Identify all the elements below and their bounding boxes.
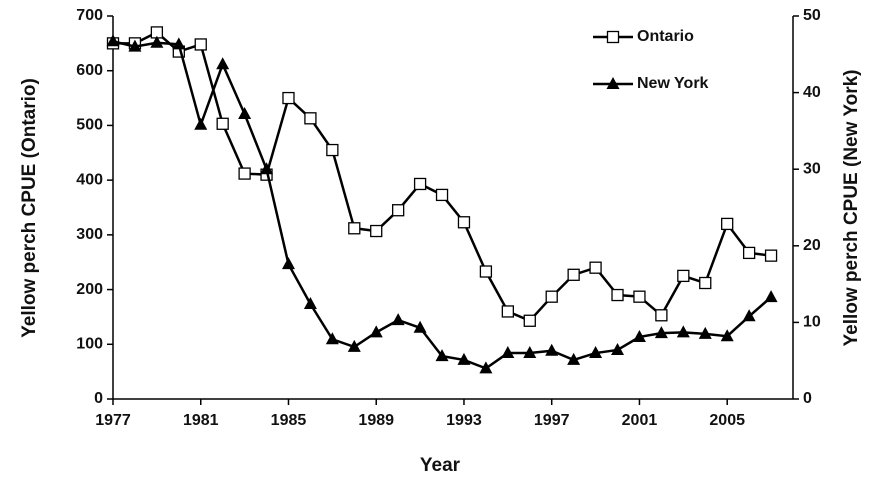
data-point <box>216 57 230 70</box>
legend-label: Ontario <box>637 28 694 45</box>
data-point <box>304 112 317 125</box>
data-point <box>699 276 712 290</box>
data-point <box>413 320 427 333</box>
data-point <box>545 290 558 303</box>
data-point <box>742 246 756 260</box>
data-point <box>325 332 339 345</box>
y2-tick-label: 50 <box>803 7 821 24</box>
x-tick-label: 1977 <box>95 412 131 429</box>
data-point <box>764 249 778 262</box>
y2-tick-label: 0 <box>803 390 812 407</box>
y-tick-label: 100 <box>76 336 103 353</box>
y-tick-label: 200 <box>76 281 103 298</box>
data-point <box>281 257 295 270</box>
data-point <box>742 309 756 322</box>
data-point <box>589 261 602 274</box>
legend-marker <box>606 30 620 44</box>
y2-axis-title: Yellow perch CPUE (New York) <box>841 70 862 347</box>
y2-tick-label: 40 <box>803 84 821 101</box>
data-point <box>369 325 383 338</box>
data-point <box>633 290 646 303</box>
data-point <box>611 288 624 302</box>
data-point <box>326 143 339 157</box>
data-point <box>457 216 471 229</box>
x-axis-title: Year <box>420 455 461 476</box>
y2-tick-label: 20 <box>803 237 821 254</box>
data-point <box>655 309 668 322</box>
data-point <box>501 305 514 318</box>
data-point <box>238 167 251 180</box>
data-point <box>106 34 120 47</box>
data-point <box>523 346 537 359</box>
data-point <box>172 37 186 50</box>
data-point <box>194 117 208 130</box>
x-tick-label: 2001 <box>622 412 658 429</box>
data-point <box>282 91 295 105</box>
data-point <box>128 39 142 52</box>
y-tick-label: 300 <box>76 226 103 243</box>
data-point <box>677 269 690 283</box>
data-point <box>194 38 207 51</box>
data-point <box>764 290 778 303</box>
legend-marker <box>606 77 620 89</box>
y-tick-label: 400 <box>76 171 103 188</box>
data-point <box>391 313 405 326</box>
data-point <box>501 346 515 359</box>
data-point <box>721 217 734 231</box>
data-point <box>370 224 383 238</box>
x-tick-label: 2005 <box>709 412 745 429</box>
data-point <box>392 204 405 217</box>
legend-label: New York <box>637 75 709 92</box>
y-tick-label: 700 <box>76 7 103 24</box>
data-point <box>216 117 229 130</box>
data-point <box>303 297 317 310</box>
x-tick-label: 1981 <box>183 412 219 429</box>
data-point <box>347 339 361 352</box>
data-point <box>589 346 603 359</box>
data-point <box>435 349 449 362</box>
data-point <box>260 162 274 175</box>
data-point <box>567 352 581 365</box>
data-point <box>676 325 690 338</box>
y2-tick-label: 10 <box>803 314 821 331</box>
data-point <box>457 352 471 365</box>
data-point <box>479 361 493 374</box>
data-point <box>654 326 668 339</box>
data-point <box>567 268 580 281</box>
data-point <box>632 329 646 342</box>
y-tick-label: 500 <box>76 117 103 134</box>
data-point <box>523 314 536 327</box>
y-axis-title: Yellow perch CPUE (Ontario) <box>19 78 40 338</box>
x-tick-label: 1993 <box>446 412 482 429</box>
x-tick-label: 1997 <box>534 412 570 429</box>
data-point <box>611 342 625 355</box>
data-point <box>479 265 493 278</box>
y-tick-label: 0 <box>94 390 103 407</box>
data-point <box>413 177 427 191</box>
data-point <box>238 107 252 120</box>
x-tick-label: 1989 <box>358 412 394 429</box>
data-point <box>435 188 449 202</box>
data-point <box>348 222 361 235</box>
data-point <box>720 329 734 342</box>
data-point <box>545 343 559 356</box>
y2-tick-label: 30 <box>803 160 821 177</box>
x-tick-label: 1985 <box>271 412 307 429</box>
y-tick-label: 600 <box>76 62 103 79</box>
data-point <box>698 326 712 339</box>
data-point <box>150 35 164 48</box>
